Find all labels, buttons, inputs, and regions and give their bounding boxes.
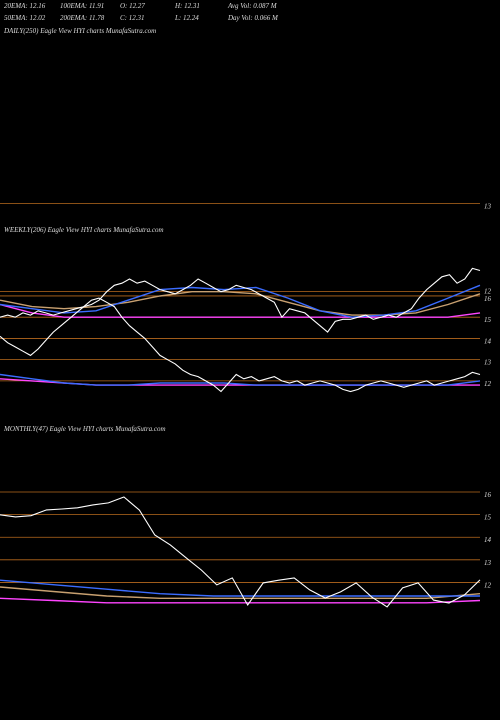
y-tick-label: 16 xyxy=(484,295,492,303)
y-tick-label: 14 xyxy=(484,337,492,345)
y-tick-label: 13 xyxy=(484,203,492,211)
header: 20EMA: 12.16 100EMA: 11.91 O: 12.27 H: 1… xyxy=(4,2,279,22)
header-text: C: 12.31 xyxy=(120,14,145,22)
header-text: 100EMA: 11.91 xyxy=(60,2,104,10)
panel-title: DAILY(250) Eagle View HYI charts MunafaS… xyxy=(3,27,156,35)
y-tick-label: 12 xyxy=(484,380,492,388)
series-line xyxy=(0,579,480,597)
series-line xyxy=(0,267,481,333)
series-line xyxy=(0,297,481,393)
header-text: 20EMA: 12.16 xyxy=(4,2,46,10)
header-text: 200EMA: 11.78 xyxy=(60,14,105,22)
series-line xyxy=(0,373,481,386)
y2-tick-label: 12 xyxy=(484,288,492,296)
header-text: H: 12.31 xyxy=(174,2,200,10)
header-text: O: 12.27 xyxy=(120,2,145,10)
y-tick-label: 13 xyxy=(484,359,492,367)
y-tick-label: 14 xyxy=(484,536,492,544)
y-tick-label: 13 xyxy=(484,559,492,567)
header-text: Avg Vol: 0.087 M xyxy=(227,2,278,10)
series-line xyxy=(0,586,481,599)
panel-title: MONTHLY(47) Eagle View HYI charts Munafa… xyxy=(3,425,166,433)
y-tick-label: 15 xyxy=(484,316,492,324)
series-line xyxy=(0,597,481,604)
y-tick-label: 12 xyxy=(484,581,492,589)
y-tick-label: 15 xyxy=(484,514,492,522)
series-line xyxy=(0,496,481,608)
series-line xyxy=(0,284,481,318)
header-text: 50EMA: 12.02 xyxy=(4,14,46,22)
panel-title: WEEKLY(206) Eagle View HYI charts Munafa… xyxy=(4,226,164,234)
header-text: Day Vol: 0.066 M xyxy=(227,14,279,22)
y-tick-label: 16 xyxy=(484,491,492,499)
series-line xyxy=(0,303,481,318)
header-text: L: 12.24 xyxy=(174,14,199,22)
